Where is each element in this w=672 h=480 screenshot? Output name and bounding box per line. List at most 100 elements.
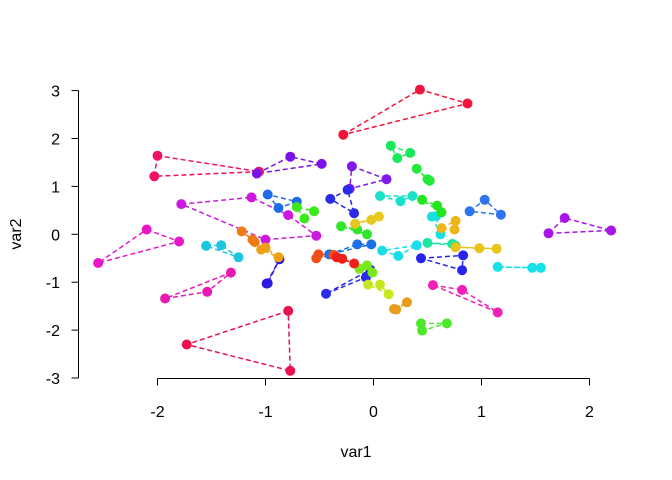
group-connector-10 <box>328 188 356 215</box>
data-point-16-2 <box>495 209 506 220</box>
data-point-6-1 <box>246 192 257 203</box>
y-tick-label-2: -1 <box>46 275 60 292</box>
data-point-26-1 <box>309 206 320 217</box>
data-point-17-2 <box>233 252 244 263</box>
data-point-18-1 <box>527 262 538 273</box>
data-point-8-1 <box>285 151 296 162</box>
data-point-13-0 <box>416 253 426 264</box>
y-tick-label-6: 3 <box>51 84 60 101</box>
group-connector-18 <box>497 266 541 269</box>
data-point-31-0 <box>450 242 461 253</box>
data-point-10-1 <box>325 193 336 204</box>
data-point-18-2 <box>535 262 546 273</box>
data-point-11-0 <box>321 288 331 299</box>
data-point-23-1 <box>405 147 416 158</box>
group-connector-15 <box>328 243 372 256</box>
data-point-21-1 <box>395 196 406 207</box>
data-point-6-3 <box>311 230 322 241</box>
x-axis-title: var1 <box>340 444 371 461</box>
group-connector-2 <box>153 154 260 178</box>
x-tick-label-3: 1 <box>477 404 486 421</box>
y-axis: -3 -2 -1 0 1 2 3 <box>46 84 79 388</box>
data-point-10-0 <box>342 184 353 195</box>
data-point-6-0 <box>176 199 187 210</box>
data-point-19-2 <box>411 240 422 251</box>
x-tick-label-0: -2 <box>150 404 164 421</box>
group-connector-19 <box>381 244 418 257</box>
x-axis: -2 -1 0 1 2 <box>150 378 594 421</box>
data-point-25-2 <box>436 207 447 218</box>
data-point-36-0 <box>236 226 247 237</box>
group-connector-30 <box>367 283 390 295</box>
data-point-18-0 <box>492 261 503 272</box>
data-point-24-2 <box>422 174 433 185</box>
data-point-5-1 <box>457 284 468 295</box>
data-point-32-0 <box>436 223 447 234</box>
data-point-21-2 <box>407 191 418 201</box>
y-axis-title: var2 <box>8 218 25 249</box>
group-connector-1 <box>184 309 292 372</box>
data-point-27-0 <box>336 221 347 232</box>
data-point-19-0 <box>377 245 388 256</box>
data-point-33-0 <box>350 218 361 229</box>
data-point-0-2 <box>462 98 473 109</box>
data-point-4-1 <box>202 286 213 297</box>
x-tick-label-4: 2 <box>585 404 594 421</box>
data-point-15-2 <box>366 239 377 250</box>
data-point-35-2 <box>402 297 412 308</box>
data-point-14-1 <box>273 203 284 213</box>
data-point-28-1 <box>441 318 452 329</box>
y-tick-label-0: -3 <box>46 371 60 388</box>
data-point-1-2 <box>285 365 296 376</box>
data-point-0-1 <box>414 84 425 95</box>
data-point-5-2 <box>492 307 503 318</box>
data-point-24-0 <box>411 163 422 174</box>
group-connector-28 <box>420 322 448 332</box>
group-connector-21 <box>379 195 413 202</box>
data-point-0-0 <box>338 129 349 140</box>
group-connector-3 <box>97 228 182 264</box>
data-point-13-1 <box>458 250 469 261</box>
data-point-26-2 <box>291 202 302 212</box>
data-point-14-0 <box>262 189 273 200</box>
data-point-31-2 <box>491 243 502 254</box>
group-connector-16 <box>467 198 504 216</box>
y-tick-label-1: -2 <box>46 323 60 340</box>
data-point-9-1 <box>381 174 392 185</box>
data-point-7-1 <box>559 213 570 223</box>
group-connector-7 <box>546 217 612 235</box>
group-connector-17 <box>205 244 239 259</box>
data-point-2-0 <box>152 150 163 161</box>
data-point-1-0 <box>283 305 294 316</box>
x-tick-label-2: 0 <box>369 404 378 421</box>
data-point-28-2 <box>417 325 428 336</box>
data-points <box>93 84 617 376</box>
data-point-38-1 <box>337 253 348 264</box>
data-point-35-1 <box>391 304 402 315</box>
data-point-34-2 <box>273 252 284 263</box>
data-point-29-2 <box>362 260 372 271</box>
data-point-12-2 <box>262 278 273 289</box>
data-point-33-1 <box>366 214 377 225</box>
data-point-21-0 <box>375 191 385 201</box>
data-point-19-1 <box>393 250 404 261</box>
data-point-37-2 <box>313 249 324 260</box>
data-point-6-4 <box>260 234 271 245</box>
data-point-4-0 <box>160 293 171 304</box>
group-connector-4 <box>164 271 232 300</box>
data-point-29-1 <box>367 267 378 278</box>
y-tick-label-3: 0 <box>51 227 60 244</box>
group-connector-14 <box>265 193 300 209</box>
data-point-5-0 <box>427 280 438 291</box>
data-point-8-0 <box>251 168 262 179</box>
data-point-17-1 <box>216 240 227 251</box>
data-point-2-1 <box>149 171 160 182</box>
data-point-1-1 <box>181 339 192 350</box>
data-point-30-0 <box>363 279 374 290</box>
x-tick-label-1: -1 <box>258 404 272 421</box>
data-point-30-1 <box>375 279 385 290</box>
data-point-7-2 <box>606 225 617 236</box>
data-point-3-2 <box>93 258 104 268</box>
group-connector-0 <box>342 88 471 136</box>
